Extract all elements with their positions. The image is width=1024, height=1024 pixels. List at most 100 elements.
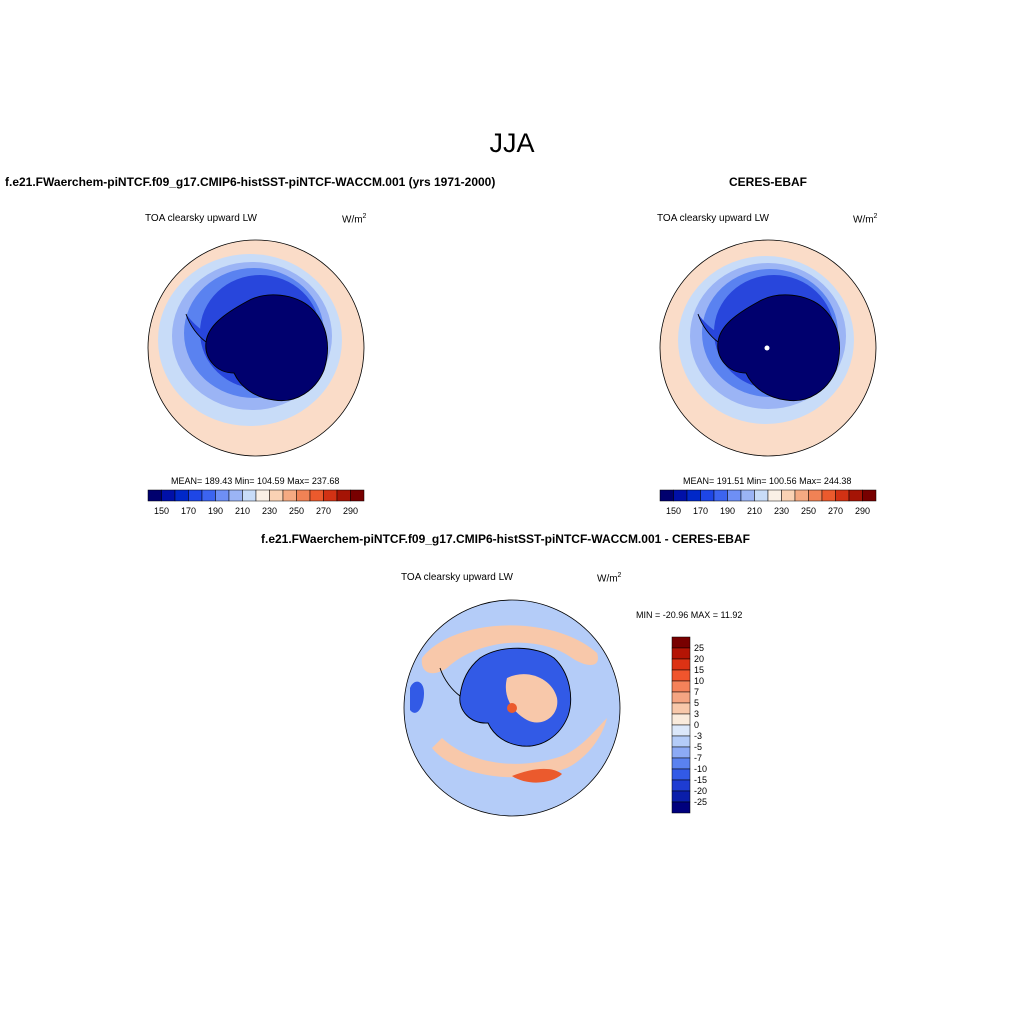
colorbar-swatch: [754, 489, 769, 502]
colorbar-swatch: [673, 489, 688, 502]
panel-2-stats: MEAN= 191.51 Min= 100.56 Max= 244.38: [683, 476, 852, 486]
colorbar-swatch: [323, 489, 338, 502]
diff-panel-minmax: MIN = -20.96 MAX = 11.92: [636, 610, 743, 620]
colorbar-swatch: [350, 489, 365, 502]
colorbar-tick-label: 230: [262, 506, 277, 516]
colorbar-tick-label: 250: [289, 506, 304, 516]
coastline: [459, 647, 572, 747]
colorbar-swatch: [242, 489, 257, 502]
pole-missing-point: [764, 345, 770, 351]
diff-negative-patch: [410, 681, 424, 713]
map-frame: [403, 599, 621, 817]
colorbar-tick-label: 210: [747, 506, 762, 516]
diff-panel-title: f.e21.FWaerchem-piNTCF.f09_g17.CMIP6-his…: [261, 532, 750, 546]
colorbar-swatch: [336, 489, 351, 502]
map-frame: [147, 239, 365, 457]
diff-colorbar-tick-label: 20: [694, 654, 704, 664]
diff-colorbar-tick-label: -10: [694, 764, 707, 774]
diff-strong-positive-pole: [507, 703, 517, 713]
colorbar-swatch: [255, 489, 270, 502]
antarctic-peninsula: [698, 314, 720, 342]
panel-2-units: W/m2: [853, 213, 878, 226]
colorbar-swatch: [296, 489, 311, 502]
panel-1-stats: MEAN= 189.43 Min= 104.59 Max= 237.68: [171, 476, 340, 486]
colorbar-swatch: [727, 489, 742, 502]
antarctica-core: [205, 294, 328, 401]
colorbar-tick-label: 190: [720, 506, 735, 516]
colorbar-swatch: [781, 489, 796, 502]
diff-positive-band: [432, 718, 607, 778]
diff-panel-units: W/m2: [597, 572, 622, 585]
colorbar-swatch: [659, 489, 674, 502]
colorbar-tick-label: 270: [828, 506, 843, 516]
panel-1-polar-map: [147, 239, 365, 457]
colorbar-swatch: [794, 489, 809, 502]
colorbar-swatch: [740, 489, 755, 502]
diff-colorbar-swatch: [671, 669, 691, 682]
colorbar-tick-label: 210: [235, 506, 250, 516]
diff-colorbar-tick-label: 7: [694, 687, 699, 697]
coastline: [717, 294, 840, 402]
colorbar-swatch: [862, 489, 877, 502]
diff-colorbar-swatch: [671, 647, 691, 660]
diff-colorbar-swatch: [671, 779, 691, 792]
colorbar-swatch: [700, 489, 715, 502]
colorbar-tick-label: 250: [801, 506, 816, 516]
colorbar-tick-label: 170: [181, 506, 196, 516]
diff-colorbar-tick-label: 5: [694, 698, 699, 708]
diff-positive-interior: [505, 674, 558, 723]
diff-colorbar-swatch: [671, 658, 691, 671]
diff-colorbar-swatch: [671, 713, 691, 726]
colorbar-swatch: [848, 489, 863, 502]
diff-colorbar-swatch: [671, 680, 691, 693]
diff-colorbar-tick-label: -25: [694, 797, 707, 807]
panel-1-case-title: f.e21.FWaerchem-piNTCF.f09_g17.CMIP6-his…: [5, 175, 496, 189]
diff-colorbar-tick-label: -5: [694, 742, 702, 752]
diff-strong-positive: [512, 768, 562, 783]
panel-1-variable-label: TOA clearsky upward LW: [145, 213, 257, 224]
colorbar-swatch: [835, 489, 850, 502]
colorbar-swatch: [282, 489, 297, 502]
diff-colorbar-swatch: [671, 757, 691, 770]
colorbar-swatch: [174, 489, 189, 502]
colorbar-swatch: [188, 489, 203, 502]
antarctic-peninsula: [186, 314, 208, 342]
map-frame: [659, 239, 877, 457]
diff-colorbar-tick-label: 3: [694, 709, 699, 719]
diff-colorbar-tick-label: -20: [694, 786, 707, 796]
colorbar-tick-label: 290: [855, 506, 870, 516]
diff-colorbar-swatch: [671, 702, 691, 715]
colorbar-swatch: [821, 489, 836, 502]
colorbar-tick-label: 270: [316, 506, 331, 516]
diff-colorbar-swatch: [671, 735, 691, 748]
antarctica-core: [717, 294, 840, 401]
diff-colorbar-tick-label: -3: [694, 731, 702, 741]
colorbar-swatch: [147, 489, 162, 502]
colorbar-tick-label: 150: [154, 506, 169, 516]
diff-colorbar-swatch: [671, 801, 691, 814]
colorbar-tick-label: 190: [208, 506, 223, 516]
colorbar-tick-label: 170: [693, 506, 708, 516]
panel-2-case-title: CERES-EBAF: [729, 175, 808, 189]
panel-2-polar-map: [659, 239, 877, 457]
main-title: JJA: [489, 128, 535, 158]
colorbar-tick-label: 290: [343, 506, 358, 516]
colorbar-swatch: [309, 489, 324, 502]
diff-colorbar-tick-label: -7: [694, 753, 702, 763]
diff-colorbar-tick-label: 25: [694, 643, 704, 653]
diff-colorbar-swatch: [671, 724, 691, 737]
diff-colorbar-swatch: [671, 691, 691, 704]
colorbar-tick-label: 150: [666, 506, 681, 516]
colorbar-swatch: [201, 489, 216, 502]
colorbar-swatch: [713, 489, 728, 502]
diff-colorbar-tick-label: 15: [694, 665, 704, 675]
diff-colorbar-swatch: [671, 790, 691, 803]
panel-1-colorbar: 150 170 190 210 230 250 270 290: [147, 489, 365, 516]
panel-1-units: W/m2: [342, 213, 367, 226]
diff-colorbar-tick-label: -15: [694, 775, 707, 785]
diff-colorbar-tick-label: 10: [694, 676, 704, 686]
diff-colorbar-swatch: [671, 746, 691, 759]
colorbar-swatch: [269, 489, 284, 502]
colorbar-swatch: [808, 489, 823, 502]
